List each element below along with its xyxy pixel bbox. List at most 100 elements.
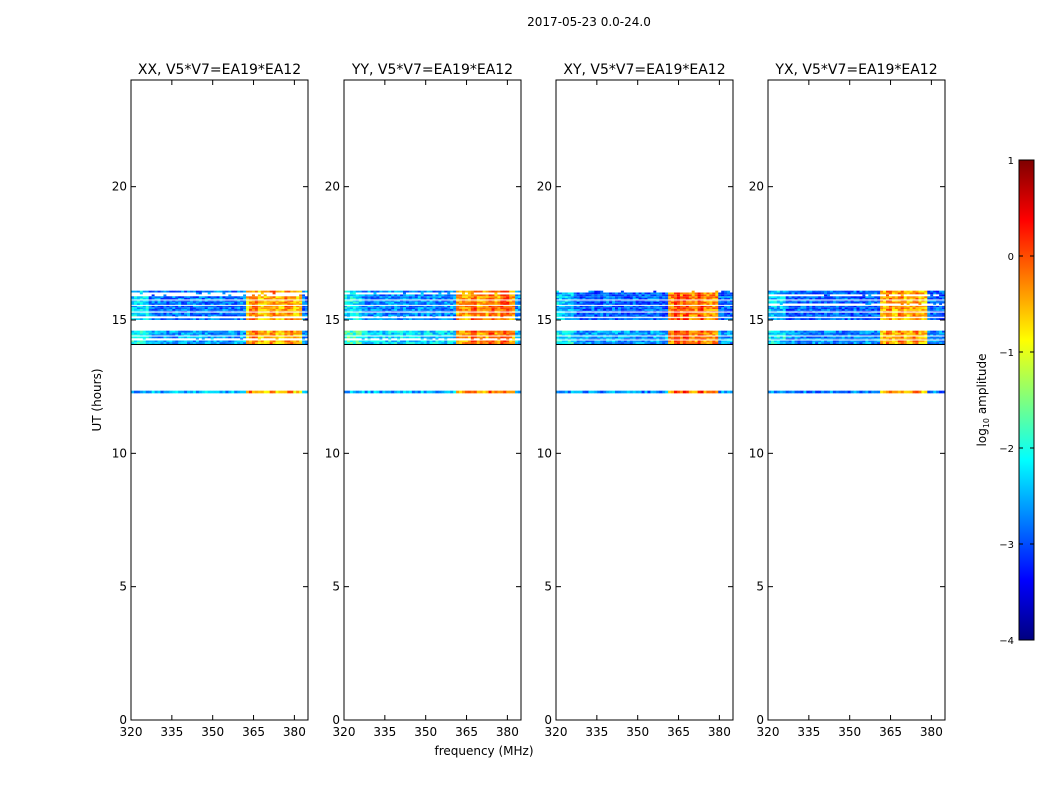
heatmap-cell xyxy=(450,303,454,306)
heatmap-cell xyxy=(438,290,442,293)
heatmap-cell xyxy=(459,303,463,306)
heatmap-cell xyxy=(939,334,943,337)
heatmap-cell xyxy=(518,298,522,300)
heatmap-cell xyxy=(290,332,294,335)
heatmap-cell xyxy=(358,296,362,298)
heatmap-cell xyxy=(612,390,616,394)
heatmap-cell xyxy=(296,342,300,344)
heatmap-cell xyxy=(234,342,238,344)
heatmap-cell xyxy=(609,338,613,341)
heatmap-cell xyxy=(794,318,798,320)
heatmap-cell xyxy=(464,292,469,295)
heatmap-cell xyxy=(915,332,919,335)
heatmap-cell xyxy=(464,338,469,341)
heatmap-cell xyxy=(506,334,510,337)
heatmap-cell xyxy=(293,336,297,339)
heatmap-cell xyxy=(473,334,478,337)
heatmap-cell xyxy=(597,301,601,304)
heatmap-cell xyxy=(426,318,430,320)
heatmap-cell xyxy=(473,298,478,300)
heatmap-cell xyxy=(201,336,206,339)
heatmap-cell xyxy=(441,305,445,308)
heatmap-cell xyxy=(222,312,226,315)
heatmap-cell xyxy=(494,301,498,304)
heatmap-cell xyxy=(835,332,840,335)
heatmap-cell xyxy=(512,290,516,293)
heatmap-cell xyxy=(697,292,701,295)
heatmap-cell xyxy=(346,299,351,302)
heatmap-cell xyxy=(263,332,267,335)
heatmap-cell xyxy=(556,307,560,309)
heatmap-cell xyxy=(512,342,516,344)
heatmap-cell xyxy=(240,338,244,341)
heatmap-cell xyxy=(591,312,595,315)
heatmap-cell xyxy=(287,330,291,333)
heatmap-cell xyxy=(187,330,191,333)
heatmap-cell xyxy=(644,342,648,344)
heatmap-cell xyxy=(131,330,135,333)
heatmap-cell xyxy=(145,340,149,343)
heatmap-cell xyxy=(456,332,460,335)
heatmap-cell xyxy=(509,307,513,309)
heatmap-cell xyxy=(921,336,925,339)
heatmap-cell xyxy=(373,305,377,308)
heatmap-cell xyxy=(776,314,781,317)
heatmap-cell xyxy=(166,390,170,394)
heatmap-cell xyxy=(936,318,940,320)
heatmap-cell xyxy=(841,342,845,344)
heatmap-cell xyxy=(933,334,937,337)
heatmap-cell xyxy=(195,290,200,293)
heatmap-cell xyxy=(403,307,407,309)
heatmap-cell xyxy=(388,334,392,337)
heatmap-cell xyxy=(706,336,710,339)
heatmap-cell xyxy=(730,309,734,311)
heatmap-cell xyxy=(567,342,572,344)
heatmap-cell xyxy=(420,318,424,320)
heatmap-cell xyxy=(249,334,253,337)
heatmap-cell xyxy=(175,342,179,344)
heatmap-cell xyxy=(296,290,300,293)
heatmap-cell xyxy=(367,336,371,339)
heatmap-cell xyxy=(665,314,669,317)
heatmap-cell xyxy=(373,294,377,297)
heatmap-cell xyxy=(485,303,489,306)
heatmap-cell xyxy=(204,318,208,320)
heatmap-cell xyxy=(626,340,631,343)
heatmap-cell xyxy=(136,336,141,339)
heatmap-cell xyxy=(709,330,713,333)
heatmap-cell xyxy=(198,290,203,293)
heatmap-cell xyxy=(379,330,383,333)
heatmap-cell xyxy=(459,318,463,320)
heatmap-cell xyxy=(225,296,229,298)
heatmap-cell xyxy=(558,336,563,339)
heatmap-cell xyxy=(213,332,217,335)
heatmap-cell xyxy=(712,309,716,311)
heatmap-cell xyxy=(665,298,669,300)
heatmap-cell xyxy=(697,301,701,304)
heatmap-cell xyxy=(674,307,678,309)
heatmap-cell xyxy=(240,290,244,293)
heatmap-cell xyxy=(470,294,475,297)
heatmap-cell xyxy=(376,318,380,320)
heatmap-cell xyxy=(441,303,445,306)
heatmap-cell xyxy=(139,301,144,304)
heatmap-cell xyxy=(724,301,728,304)
heatmap-cell xyxy=(515,318,519,320)
heatmap-cell xyxy=(800,332,804,335)
heatmap-cell xyxy=(237,332,241,335)
heatmap-cell xyxy=(213,309,217,311)
heatmap-cell xyxy=(175,298,179,300)
heatmap-cell xyxy=(668,303,672,306)
heatmap-cell xyxy=(888,336,893,339)
heatmap-cell xyxy=(659,318,663,320)
heatmap-cell xyxy=(462,390,466,394)
heatmap-cell xyxy=(600,309,604,311)
heatmap-cell xyxy=(506,307,510,309)
heatmap-cell xyxy=(800,318,804,320)
heatmap-cell xyxy=(567,294,572,297)
heatmap-cell xyxy=(850,340,854,343)
heatmap-cell xyxy=(785,342,789,344)
heatmap-cell xyxy=(635,305,639,308)
heatmap-cell xyxy=(579,301,583,304)
heatmap-cell xyxy=(788,340,792,343)
